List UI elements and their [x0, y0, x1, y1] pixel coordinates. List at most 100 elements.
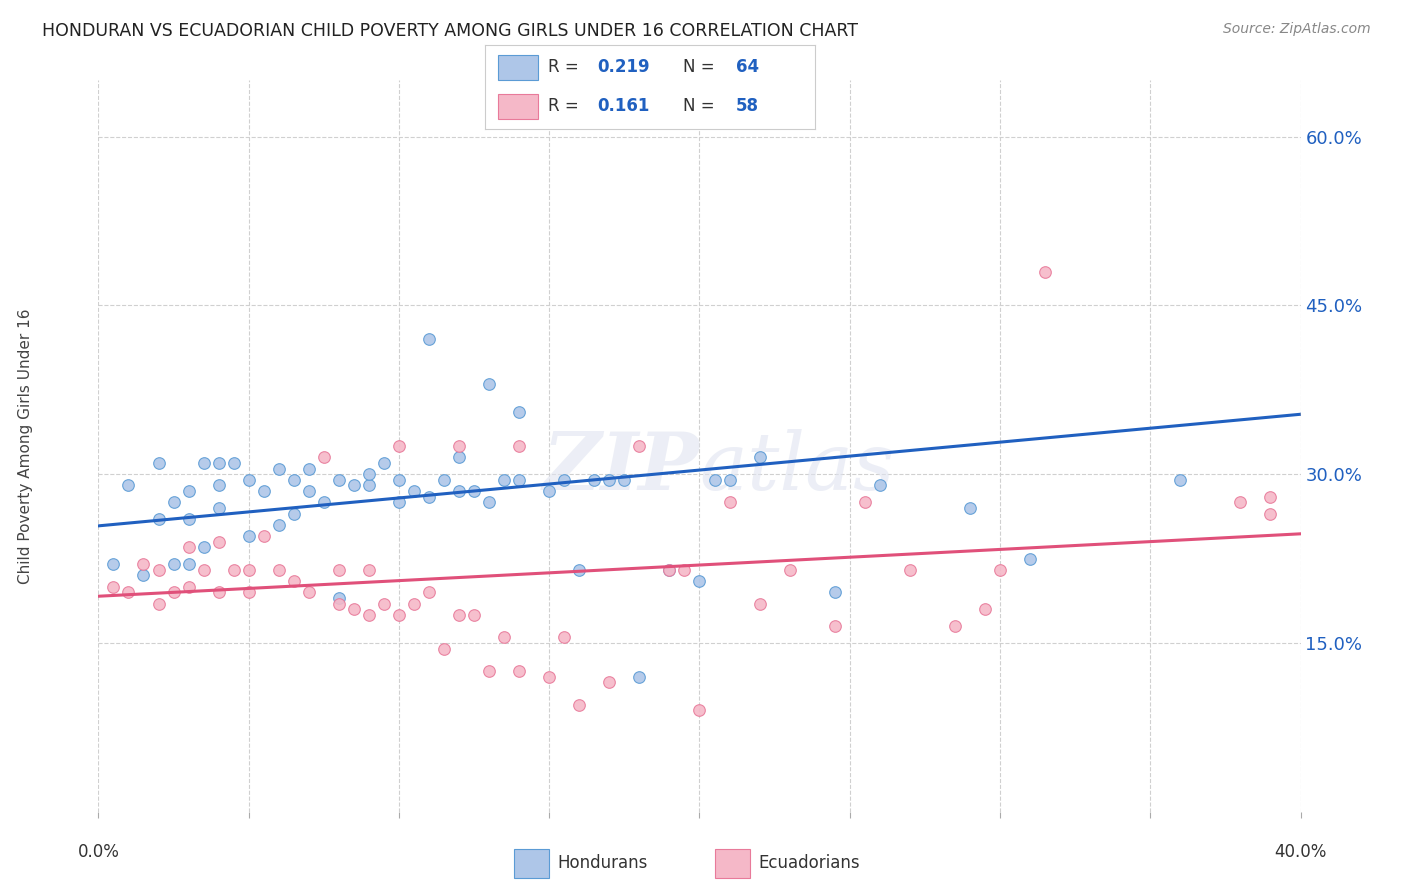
Point	[238, 585, 260, 599]
Text: 0.0%: 0.0%	[77, 843, 120, 861]
Point	[988, 563, 1011, 577]
Point	[418, 490, 440, 504]
Point	[463, 607, 485, 622]
Point	[373, 597, 395, 611]
Point	[298, 585, 321, 599]
Point	[538, 483, 561, 498]
Point	[177, 580, 200, 594]
Point	[208, 534, 231, 549]
Point	[1019, 551, 1042, 566]
Point	[613, 473, 636, 487]
Point	[357, 563, 380, 577]
Point	[132, 557, 155, 571]
Point	[898, 563, 921, 577]
Point	[568, 698, 591, 712]
Point	[388, 473, 411, 487]
Point	[1260, 490, 1282, 504]
Point	[343, 478, 366, 492]
Bar	[498, 94, 538, 120]
Point	[478, 377, 501, 392]
Point	[447, 483, 470, 498]
Point	[748, 597, 770, 611]
Point	[148, 456, 170, 470]
Point	[177, 541, 200, 555]
Point	[103, 580, 125, 594]
Point	[238, 529, 260, 543]
Text: Ecuadorians: Ecuadorians	[758, 854, 859, 872]
Point	[447, 450, 470, 465]
Point	[779, 563, 801, 577]
Point	[628, 439, 651, 453]
Point	[328, 597, 350, 611]
Point	[824, 619, 846, 633]
Point	[208, 478, 231, 492]
Text: Source: ZipAtlas.com: Source: ZipAtlas.com	[1223, 22, 1371, 37]
Text: ZIP: ZIP	[543, 429, 700, 507]
Point	[748, 450, 770, 465]
Point	[208, 500, 231, 515]
Point	[689, 574, 711, 588]
Point	[658, 563, 681, 577]
Point	[388, 607, 411, 622]
Point	[598, 473, 620, 487]
Point	[824, 585, 846, 599]
Point	[538, 670, 561, 684]
Point	[103, 557, 125, 571]
Point	[1260, 507, 1282, 521]
Point	[1229, 495, 1251, 509]
Point	[357, 607, 380, 622]
Point	[253, 529, 276, 543]
Point	[148, 597, 170, 611]
Point	[388, 495, 411, 509]
Text: 58: 58	[737, 97, 759, 115]
Point	[583, 473, 606, 487]
Point	[433, 641, 456, 656]
Point	[193, 456, 215, 470]
Point	[253, 483, 276, 498]
Text: R =: R =	[548, 59, 583, 77]
Point	[328, 563, 350, 577]
Text: 0.161: 0.161	[598, 97, 650, 115]
Point	[343, 602, 366, 616]
Point	[208, 456, 231, 470]
Point	[208, 585, 231, 599]
Point	[283, 507, 305, 521]
Point	[463, 483, 485, 498]
Text: Hondurans: Hondurans	[557, 854, 648, 872]
Point	[1170, 473, 1192, 487]
Point	[853, 495, 876, 509]
Point	[222, 563, 245, 577]
Bar	[498, 54, 538, 80]
Point	[162, 557, 184, 571]
Text: atlas: atlas	[700, 429, 894, 507]
Point	[494, 630, 516, 644]
Point	[267, 461, 290, 475]
Point	[117, 585, 139, 599]
Point	[373, 456, 395, 470]
Point	[162, 495, 184, 509]
Point	[328, 591, 350, 605]
Point	[357, 467, 380, 482]
Point	[148, 563, 170, 577]
Point	[869, 478, 891, 492]
Point	[508, 405, 530, 419]
Point	[402, 483, 425, 498]
Point	[418, 585, 440, 599]
Point	[943, 619, 966, 633]
Point	[177, 512, 200, 526]
Point	[267, 563, 290, 577]
Point	[689, 703, 711, 717]
Point	[598, 675, 620, 690]
Point	[553, 473, 575, 487]
Point	[162, 585, 184, 599]
Point	[357, 478, 380, 492]
Point	[418, 332, 440, 346]
Point	[478, 664, 501, 678]
Point	[132, 568, 155, 582]
Point	[117, 478, 139, 492]
Point	[312, 495, 335, 509]
Point	[658, 563, 681, 577]
Point	[959, 500, 981, 515]
Point	[238, 473, 260, 487]
Point	[703, 473, 725, 487]
